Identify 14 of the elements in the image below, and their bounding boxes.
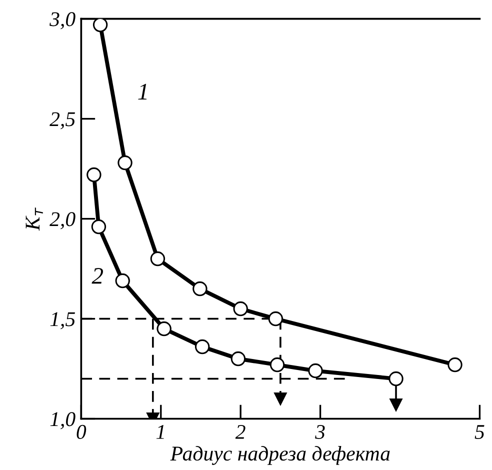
y-axis-title: K$_{т}$ — [26, 208, 43, 231]
y-tick-label: 2,5 — [50, 112, 76, 130]
y-tick-label: 2,0 — [50, 212, 76, 230]
x-axis-title: Радиус надреза дефекта — [170, 446, 390, 465]
y-tick-label: 1,5 — [50, 312, 76, 330]
x-tick-label: 3 — [315, 424, 325, 439]
x-tick-label: 1 — [156, 425, 164, 439]
x-tick-label: 2 — [235, 424, 246, 439]
annotation: 1 — [138, 84, 147, 100]
x-tick-label: 5 — [474, 425, 484, 439]
annotation: 2 — [92, 268, 104, 284]
y-tick-label: 1,0 — [50, 412, 76, 430]
x-tick-label: 0 — [76, 424, 86, 439]
y-tick-label: 3,0 — [50, 12, 76, 30]
